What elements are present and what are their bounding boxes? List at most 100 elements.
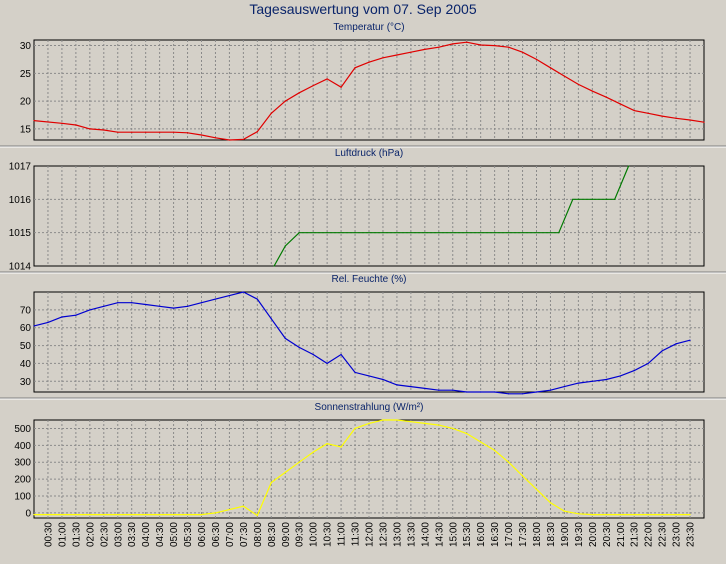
data-point [605,198,607,200]
data-point [75,124,77,126]
x-axis: 00:30 01:00 01:30 02:00 02:30 03:00 03:30 04:00… [43,522,696,547]
data-point [549,502,552,504]
data-point [340,86,342,88]
data-point [452,389,454,391]
data-point [256,514,258,517]
data-point [61,316,63,318]
data-point [647,362,649,365]
data-point [410,386,412,388]
x-tick-label: 08:00 [253,522,264,547]
data-point [242,505,244,507]
data-point [368,422,370,424]
x-tick-label: 17:30 [518,522,529,547]
data-point [577,83,579,86]
x-tick-label: 17:00 [504,522,515,547]
data-point [521,393,524,395]
data-point [298,461,300,463]
data-point [577,513,579,515]
x-tick-label: 21:00 [616,522,627,547]
data-point [591,90,593,92]
data-point [535,391,538,393]
chart-panel-2: Luftdruck (hPa) 1014 1015 1016 1017 [0,148,726,274]
x-tick-label: 15:30 [462,522,473,547]
data-point [438,46,440,48]
y-tick-label: 25 [20,69,32,80]
data-point [494,449,496,452]
data-point [614,198,616,200]
x-tick-label: 02:30 [99,522,110,547]
x-tick-label: 09:30 [295,522,306,547]
data-point [396,384,398,386]
x-tick-label: 11:30 [351,522,362,547]
x-tick-label: 23:00 [672,522,683,547]
data-point [410,421,412,423]
data-point [145,303,147,306]
panel-title: Luftdruck (hPa) [335,148,403,159]
x-tick-label: 18:00 [532,522,543,547]
x-tick-label: 20:30 [602,522,613,547]
data-point [619,375,621,377]
data-point [284,245,286,247]
x-tick-label: 10:30 [323,522,334,547]
data-point [396,54,398,56]
data-point [354,371,356,373]
data-point [424,422,426,424]
data-point [33,325,35,327]
x-tick-label: 22:00 [644,522,655,547]
x-tick-label: 08:30 [267,522,278,547]
data-point [689,339,691,341]
x-tick-label: 14:30 [434,522,445,547]
x-tick-label: 19:30 [574,522,585,547]
y-tick-label: 15 [20,124,32,135]
data-point [480,44,482,46]
x-tick-label: 07:30 [239,522,250,547]
x-tick-label: 22:30 [658,522,669,547]
data-point [284,471,286,473]
data-point [689,514,691,516]
y-tick-label: 30 [20,377,32,388]
data-point [591,380,593,382]
data-point [558,232,560,234]
data-point [172,131,175,133]
data-point [466,41,468,43]
data-point [628,165,630,167]
data-point [117,302,119,304]
y-tick-label: 50 [20,341,32,352]
data-point [131,302,133,304]
chart-panel-3: Rel. Feuchte (%) 30 40 50 60 70 [0,274,726,400]
x-tick-label: 05:30 [183,522,194,547]
x-tick-label: 07:00 [225,522,236,547]
data-point [494,391,496,393]
data-point [228,508,231,511]
data-point [159,131,161,133]
x-tick-label: 23:30 [686,522,697,547]
data-point [521,51,524,53]
data-point [214,298,217,300]
x-tick-label: 18:30 [546,522,557,547]
y-tick-label: 0 [25,508,31,519]
data-point [326,78,328,80]
x-tick-label: 12:30 [378,522,389,547]
data-point [270,112,272,114]
y-tick-label: 100 [14,492,31,503]
data-point [200,514,203,516]
data-point [228,294,231,297]
x-tick-label: 20:00 [588,522,599,547]
data-point [521,475,524,477]
data-point [577,382,579,384]
data-point [131,131,133,133]
data-point [312,353,314,356]
data-point [186,132,189,134]
y-tick-label: 1015 [9,228,32,239]
y-tick-label: 300 [14,458,31,469]
data-point [228,139,231,141]
data-point [633,109,635,112]
data-point [326,443,328,445]
x-tick-label: 03:30 [127,522,138,547]
x-tick-label: 12:00 [365,522,376,547]
series-line [33,291,691,395]
data-point [312,451,314,453]
data-point [424,48,426,51]
data-point [549,389,552,391]
